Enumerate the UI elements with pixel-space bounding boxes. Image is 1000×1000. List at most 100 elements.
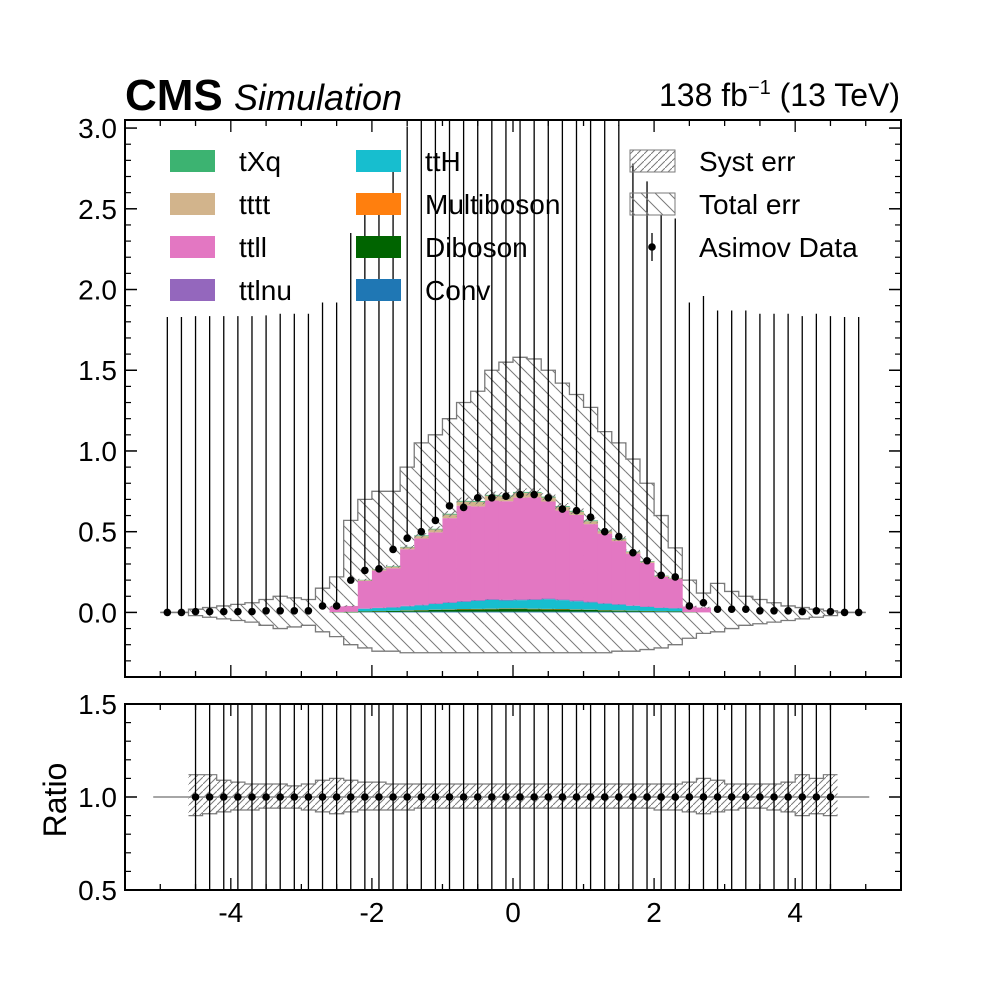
data-point (657, 571, 665, 580)
stack-bar-ttlnu (498, 599, 514, 601)
data-point (403, 534, 411, 542)
ratio-y-tick-label: 0.5 (78, 875, 117, 906)
syst-err-band-bin (357, 578, 372, 581)
stack-bar-ttll (470, 506, 486, 600)
x-tick-label: -4 (218, 897, 243, 928)
ratio-point (812, 793, 821, 801)
legend-swatch-diboson (356, 236, 401, 258)
legend-swatch-tth (356, 150, 401, 172)
ratio-point (600, 793, 609, 801)
data-point (262, 607, 270, 615)
ratio-point (375, 793, 383, 801)
syst-err-band-bin (386, 564, 401, 568)
data-point (798, 607, 807, 616)
data-point (713, 605, 722, 613)
ratio-axis-label: Ratio (37, 763, 73, 838)
data-point (417, 527, 426, 536)
data-point (558, 505, 567, 513)
stack-bar-tth (611, 604, 627, 611)
stack-bar-tth (386, 607, 401, 611)
stack-bar-diboson (597, 610, 613, 612)
stack-bar-diboson (371, 611, 387, 612)
data-point (685, 602, 694, 610)
stack-bar-tth (498, 600, 514, 609)
stack-bar-ttlnu (442, 602, 457, 603)
stack-bar-conv (428, 611, 443, 613)
stack-bar-ttll (583, 524, 599, 602)
stack-bar-ttll (484, 500, 500, 600)
data-point (276, 607, 285, 615)
ratio-point (459, 793, 468, 801)
ratio-point (671, 793, 680, 801)
data-point (502, 492, 510, 500)
stack-bar-diboson (442, 609, 457, 612)
stack-bar-conv (611, 611, 627, 613)
stack-bar-diboson (456, 609, 472, 612)
main-y-tick-label: 1.5 (78, 355, 117, 386)
stack-bar-tth (639, 606, 655, 611)
legend-swatch-syst-err (629, 149, 676, 173)
ratio-point (826, 793, 835, 801)
stack-bar-ttll (597, 533, 613, 604)
syst-err-band-bin (696, 606, 711, 609)
data-point (205, 607, 214, 616)
data-point (600, 527, 609, 536)
stack-bar-ttlnu (456, 600, 472, 602)
data-point (840, 608, 849, 617)
ratio-point (572, 793, 581, 801)
legend-marker-point (648, 243, 656, 251)
ratio-point (276, 793, 285, 801)
legend-swatch-total-err (629, 192, 676, 216)
legend-swatch-ttlnu (170, 279, 215, 301)
ratio-point (530, 793, 538, 801)
status-label: Simulation (234, 77, 402, 118)
stack-bar-diboson (343, 611, 359, 613)
main-y-tick-label: 2.5 (78, 194, 117, 225)
stack-bar-diboson (541, 609, 556, 612)
stack-bar-conv (414, 611, 429, 613)
stack-bar-ttll (569, 514, 584, 601)
stack-bar-ttlnu (513, 599, 528, 601)
legend-label-total-err: Total err (699, 189, 800, 220)
stack-bar-ttll (696, 607, 711, 613)
stack-bar-ttlnu (583, 601, 599, 603)
stack-bar-diboson (583, 609, 599, 612)
stack-bar-diboson (386, 610, 401, 612)
data-point (530, 490, 538, 499)
experiment-label: CMS (125, 71, 223, 120)
stack-bar-ttll (386, 568, 401, 608)
data-point (643, 556, 651, 565)
stack-bar-tth (442, 602, 457, 610)
legend-label-ttll: ttll (239, 232, 267, 263)
stack-bar-conv (498, 611, 514, 613)
data-point (629, 548, 637, 557)
x-tick-label: 2 (646, 897, 662, 928)
legend-swatch-ttll (170, 236, 215, 258)
ratio-point (361, 793, 369, 801)
stack-bar-ttll (343, 605, 359, 612)
ratio-point (262, 793, 270, 801)
stack-bar-ttll (541, 501, 556, 599)
stack-bar-diboson (400, 610, 415, 612)
data-point (332, 602, 341, 610)
data-point (699, 598, 708, 607)
ratio-point (205, 793, 214, 801)
stack-bar-diboson (470, 609, 486, 612)
stack-bar-ttll (357, 580, 373, 609)
ratio-point (643, 793, 651, 801)
stack-bar-tth (555, 600, 570, 610)
stack-bar-ttlnu (569, 600, 584, 602)
stack-bar-conv (583, 611, 599, 613)
x-tick-label: 0 (505, 897, 521, 928)
ratio-point (431, 793, 440, 801)
syst-err-band-bin (400, 544, 415, 549)
ratio-point (657, 793, 665, 801)
ratio-point (332, 793, 341, 801)
stack-bar-conv (456, 611, 472, 613)
stack-bar-diboson (668, 611, 683, 613)
stack-bar-ttll (625, 553, 641, 606)
ratio-point (586, 793, 595, 801)
main-y-tick-label: 0.0 (78, 597, 117, 628)
stack-bar-diboson (498, 609, 514, 612)
legend-label-diboson: Diboson (425, 232, 528, 263)
